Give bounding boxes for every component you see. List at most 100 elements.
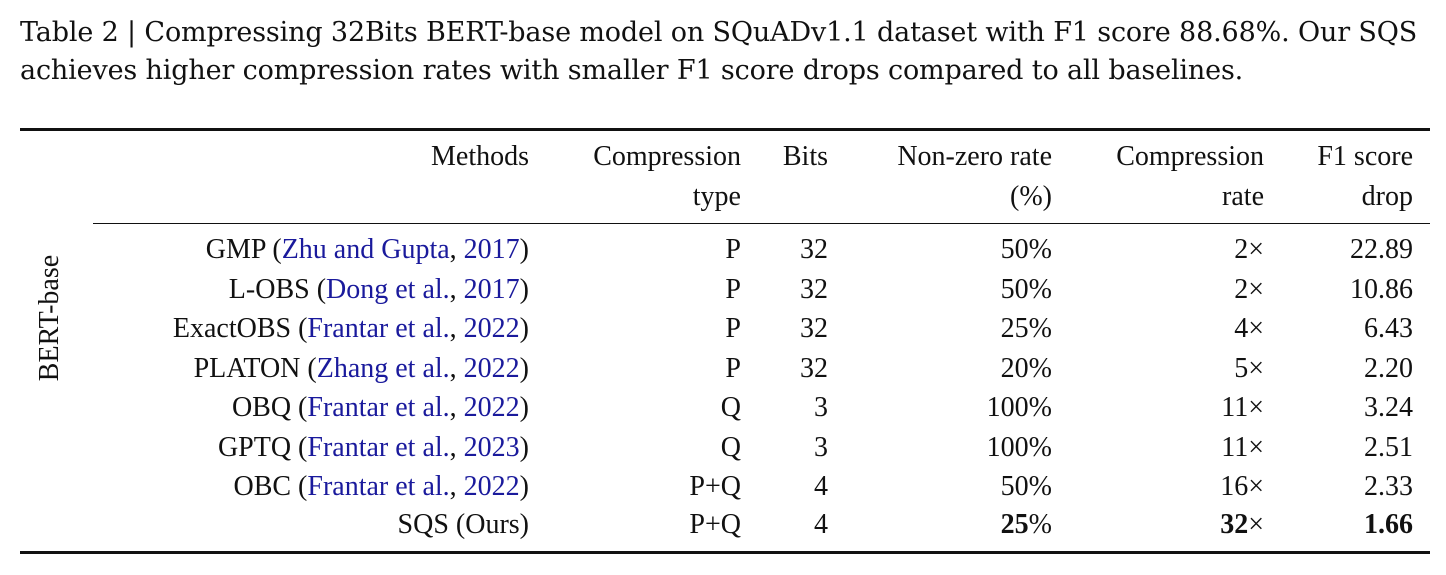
header-f1-drop-line2: drop bbox=[1361, 181, 1413, 212]
citation-close: ) bbox=[519, 313, 529, 344]
citation-link[interactable]: Zhang et al. bbox=[316, 353, 450, 384]
nonzero-rate-cell: 100% bbox=[986, 392, 1052, 423]
table-bottom-rule bbox=[20, 551, 1430, 554]
header-methods: Methods bbox=[431, 141, 529, 172]
citation-link[interactable]: Frantar et al. bbox=[307, 471, 450, 502]
citation-separator: , bbox=[449, 432, 464, 463]
f1-drop-sqs-ours: 1.66 bbox=[1364, 509, 1413, 540]
f1-drop-cell: 2.20 bbox=[1364, 353, 1413, 384]
citation-year-link[interactable]: 2022 bbox=[463, 471, 520, 502]
header-nonzero-rate-line2: (%) bbox=[1010, 181, 1052, 212]
ctype-sqs-ours: P+Q bbox=[689, 509, 741, 540]
f1-drop-cell: 3.24 bbox=[1364, 392, 1413, 423]
nonzero-rate-cell: 20% bbox=[1000, 353, 1052, 384]
compression-type-cell: Q bbox=[720, 432, 741, 463]
nonzero-rate-cell: 50% bbox=[1000, 274, 1052, 305]
compression-rate-cell: 5× bbox=[1234, 353, 1264, 384]
citation-year-link[interactable]: 2023 bbox=[463, 432, 520, 463]
citation-close: ) bbox=[519, 353, 529, 384]
header-compression-rate-line1: Compression bbox=[1116, 141, 1264, 172]
method-cell: PLATON (Zhang et al., 2022) bbox=[194, 349, 529, 389]
method-sqs-ours: SQS (Ours) bbox=[397, 509, 529, 540]
f1-drop-cell: 6.43 bbox=[1364, 313, 1413, 344]
citation-separator: , bbox=[449, 392, 464, 423]
f1-drop-cell: 2.51 bbox=[1364, 432, 1413, 463]
compression-type-cell: P bbox=[725, 274, 741, 305]
nonzero-rate-cell: 50% bbox=[1000, 234, 1052, 265]
header-f1-drop-line1: F1 score bbox=[1317, 141, 1413, 172]
compression-type-cell: Q bbox=[720, 392, 741, 423]
compression-rate-times: × bbox=[1248, 509, 1264, 540]
group-label-bert-base: BERT-base bbox=[34, 254, 65, 382]
bits-sqs-ours: 4 bbox=[814, 509, 828, 540]
table-header-rule bbox=[93, 223, 1430, 224]
compression-rate-cell: 4× bbox=[1234, 313, 1264, 344]
compression-type-cell: P bbox=[725, 234, 741, 265]
table-caption: Table 2 | Compressing 32Bits BERT-base m… bbox=[20, 17, 1418, 86]
bits-cell: 32 bbox=[800, 313, 828, 344]
citation-year-link[interactable]: 2022 bbox=[463, 353, 520, 384]
bits-cell: 32 bbox=[800, 274, 828, 305]
nonzero-rate-sqs-ours: 25% bbox=[1001, 505, 1052, 545]
header-nonzero-rate-line1: Non-zero rate bbox=[897, 141, 1052, 172]
citation-year-link[interactable]: 2022 bbox=[463, 392, 520, 423]
citation-close: ) bbox=[519, 392, 529, 423]
citation-link[interactable]: Frantar et al. bbox=[307, 392, 450, 423]
nonzero-rate-cell: 50% bbox=[1000, 471, 1052, 502]
compression-type-cell: P+Q bbox=[689, 471, 741, 502]
citation-link[interactable]: Dong et al. bbox=[326, 274, 450, 305]
compression-rate-sqs-ours: 32× bbox=[1220, 505, 1264, 545]
method-cell: ExactOBS (Frantar et al., 2022) bbox=[173, 309, 529, 349]
method-cell: GMP (Zhu and Gupta, 2017) bbox=[206, 230, 529, 270]
citation-year-link[interactable]: 2022 bbox=[463, 313, 520, 344]
compression-rate-value: 32 bbox=[1220, 509, 1249, 540]
citation-year-link[interactable]: 2017 bbox=[463, 274, 520, 305]
nonzero-rate-percent: % bbox=[1028, 509, 1052, 540]
method-name: GPTQ ( bbox=[217, 432, 308, 463]
compression-type-cell: P bbox=[725, 313, 741, 344]
citation-link[interactable]: Zhu and Gupta bbox=[281, 234, 450, 265]
f1-drop-cell: 10.86 bbox=[1350, 274, 1413, 305]
method-name: GMP ( bbox=[205, 234, 282, 265]
method-name: L-OBS ( bbox=[228, 274, 327, 305]
method-name: ExactOBS ( bbox=[172, 313, 308, 344]
bits-cell: 32 bbox=[800, 234, 828, 265]
citation-close: ) bbox=[519, 471, 529, 502]
method-name: PLATON ( bbox=[193, 353, 317, 384]
bits-cell: 4 bbox=[814, 471, 828, 502]
citation-close: ) bbox=[519, 234, 529, 265]
bits-cell: 32 bbox=[800, 353, 828, 384]
method-name: OBC ( bbox=[233, 471, 308, 502]
citation-separator: , bbox=[449, 353, 464, 384]
compression-rate-cell: 11× bbox=[1221, 432, 1264, 463]
citation-separator: , bbox=[449, 313, 464, 344]
compression-rate-cell: 11× bbox=[1221, 392, 1264, 423]
bits-cell: 3 bbox=[814, 432, 828, 463]
citation-close: ) bbox=[519, 274, 529, 305]
header-compression-type-line1: Compression bbox=[593, 141, 741, 172]
compression-rate-cell: 2× bbox=[1234, 234, 1264, 265]
compression-type-cell: P bbox=[725, 353, 741, 384]
table-top-rule bbox=[20, 128, 1430, 131]
citation-link[interactable]: Frantar et al. bbox=[307, 432, 450, 463]
header-compression-rate-line2: rate bbox=[1222, 181, 1264, 212]
compression-rate-cell: 2× bbox=[1234, 274, 1264, 305]
citation-year-link[interactable]: 2017 bbox=[463, 234, 520, 265]
method-cell: OBC (Frantar et al., 2022) bbox=[233, 467, 529, 507]
nonzero-rate-cell: 100% bbox=[986, 432, 1052, 463]
f1-drop-cell: 2.33 bbox=[1364, 471, 1413, 502]
citation-link[interactable]: Frantar et al. bbox=[307, 313, 450, 344]
method-cell: GPTQ (Frantar et al., 2023) bbox=[218, 428, 529, 468]
nonzero-rate-value: 25 bbox=[1000, 509, 1029, 540]
f1-drop-cell: 22.89 bbox=[1350, 234, 1413, 265]
nonzero-rate-cell: 25% bbox=[1000, 313, 1052, 344]
method-name: OBQ ( bbox=[231, 392, 308, 423]
citation-separator: , bbox=[449, 234, 464, 265]
method-cell: OBQ (Frantar et al., 2022) bbox=[232, 388, 529, 428]
citation-separator: , bbox=[449, 274, 464, 305]
header-bits: Bits bbox=[782, 141, 828, 172]
bits-cell: 3 bbox=[814, 392, 828, 423]
citation-separator: , bbox=[449, 471, 464, 502]
citation-close: ) bbox=[519, 432, 529, 463]
compression-rate-cell: 16× bbox=[1220, 471, 1264, 502]
